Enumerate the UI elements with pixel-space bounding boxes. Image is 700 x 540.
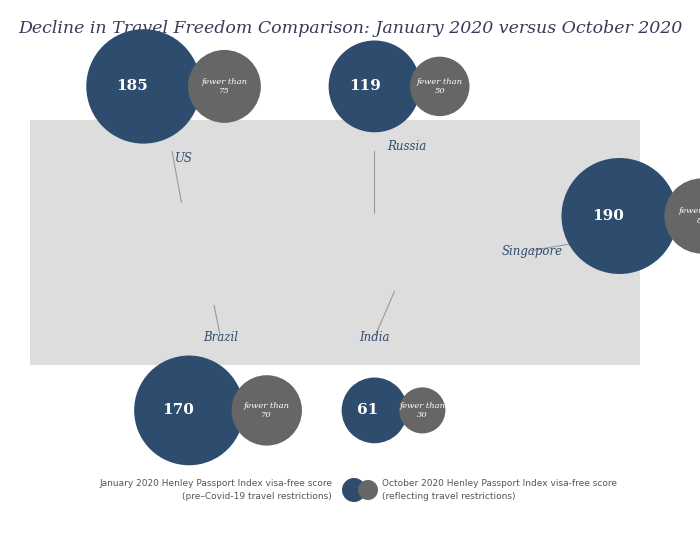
Text: fewer than
50: fewer than 50 [416, 78, 463, 95]
Text: 119: 119 [349, 79, 382, 93]
Text: January 2020 Henley Passport Index visa-free score
(pre–Covid-19 travel restrict: January 2020 Henley Passport Index visa-… [99, 480, 332, 501]
Circle shape [358, 480, 378, 500]
Text: fewer than
30: fewer than 30 [399, 402, 445, 419]
Text: October 2020 Henley Passport Index visa-free score
(reflecting travel restrictio: October 2020 Henley Passport Index visa-… [382, 480, 617, 501]
Text: 170: 170 [162, 403, 194, 417]
Circle shape [86, 29, 201, 144]
Text: Singapore: Singapore [501, 245, 563, 258]
Circle shape [134, 355, 244, 465]
Text: fewer than
75: fewer than 75 [202, 78, 247, 95]
Text: 61: 61 [357, 403, 379, 417]
Circle shape [342, 377, 407, 443]
Text: India: India [359, 331, 390, 344]
Circle shape [342, 478, 366, 502]
Text: US: US [175, 152, 193, 165]
Circle shape [188, 50, 261, 123]
Text: 185: 185 [116, 79, 148, 93]
Circle shape [328, 40, 421, 132]
Text: Brazil: Brazil [203, 331, 238, 344]
Circle shape [561, 158, 678, 274]
Text: 190: 190 [592, 209, 624, 223]
Circle shape [232, 375, 302, 445]
Text: Decline in Travel Freedom Comparison: January 2020 versus October 2020: Decline in Travel Freedom Comparison: Ja… [18, 20, 682, 37]
Bar [30, 120, 640, 365]
Circle shape [410, 57, 470, 116]
Circle shape [664, 178, 700, 254]
Circle shape [399, 387, 445, 434]
Text: fewer than
80: fewer than 80 [679, 207, 700, 225]
Text: Russia: Russia [388, 140, 427, 153]
Text: fewer than
70: fewer than 70 [244, 402, 290, 419]
